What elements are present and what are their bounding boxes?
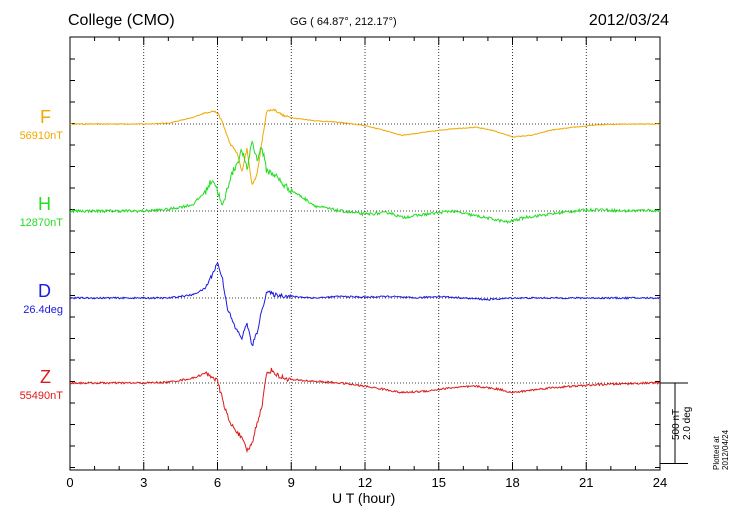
series-z-line bbox=[70, 367, 661, 454]
station-coordinates: GG ( 64.87°, 212.17°) bbox=[290, 16, 397, 28]
component-f-baseline: 56910nT bbox=[19, 130, 63, 142]
x-axis-label: U T (hour) bbox=[332, 490, 396, 506]
x-tick-label: 18 bbox=[505, 475, 519, 490]
scale-bar-nt: 500 nT bbox=[671, 408, 682, 440]
station-title: College (CMO) bbox=[68, 12, 175, 29]
series-d-line bbox=[69, 261, 661, 347]
x-tick-label: 6 bbox=[214, 475, 221, 490]
x-tick-label: 3 bbox=[140, 475, 147, 490]
x-tick-label: 0 bbox=[66, 475, 73, 490]
x-tick-label: 12 bbox=[358, 475, 372, 490]
component-z-baseline: 55490nT bbox=[19, 390, 63, 402]
component-h-baseline: 12870nT bbox=[19, 217, 63, 229]
x-tick-label: 15 bbox=[432, 475, 446, 490]
scale-bar-label: 500 nT 2.0 deg bbox=[671, 407, 693, 440]
component-f-label: F bbox=[40, 107, 51, 127]
chart-date: 2012/03/24 bbox=[588, 12, 669, 29]
series-f-line bbox=[69, 108, 661, 185]
plotted-timestamp: Plotted at 2012/04/24 01:00 UT bbox=[712, 429, 730, 470]
component-h-label: H bbox=[38, 194, 51, 214]
component-d-baseline: 26.4deg bbox=[23, 304, 63, 316]
component-z-label: Z bbox=[40, 367, 51, 387]
x-tick-label: 24 bbox=[653, 475, 667, 490]
component-d-label: D bbox=[38, 281, 51, 301]
x-tick-label: 21 bbox=[579, 475, 593, 490]
x-tick-label: 9 bbox=[288, 475, 295, 490]
scale-bar-deg: 2.0 deg bbox=[682, 406, 693, 440]
series-h-line bbox=[69, 139, 661, 225]
